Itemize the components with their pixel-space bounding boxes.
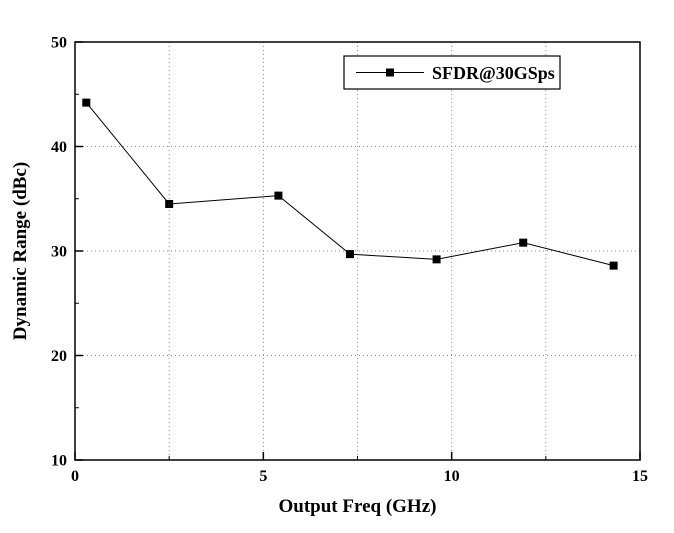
data-point-marker: [432, 255, 441, 264]
y-axis-label: Dynamic Range (dBc): [10, 162, 31, 340]
x-axis-label: Output Freq (GHz): [279, 496, 437, 517]
data-point-marker: [519, 238, 528, 247]
y-tick-label: 10: [51, 453, 67, 470]
legend-label: SFDR@30GSps: [432, 63, 555, 83]
data-point-marker: [82, 98, 91, 107]
x-tick-label: 15: [632, 468, 648, 485]
legend: SFDR@30GSps: [343, 55, 561, 90]
legend-marker-icon: [386, 68, 394, 77]
y-tick-label: 30: [51, 244, 67, 261]
data-point-marker: [609, 261, 618, 270]
data-point-marker: [165, 199, 174, 208]
data-point-marker: [345, 250, 354, 259]
x-tick-label: 5: [259, 468, 267, 485]
x-tick-label: 10: [444, 468, 460, 485]
y-tick-label: 40: [51, 139, 67, 156]
y-tick-label: 20: [51, 348, 67, 365]
x-tick-label: 0: [71, 468, 79, 485]
data-point-marker: [274, 191, 283, 200]
y-tick-label: 50: [51, 35, 67, 52]
